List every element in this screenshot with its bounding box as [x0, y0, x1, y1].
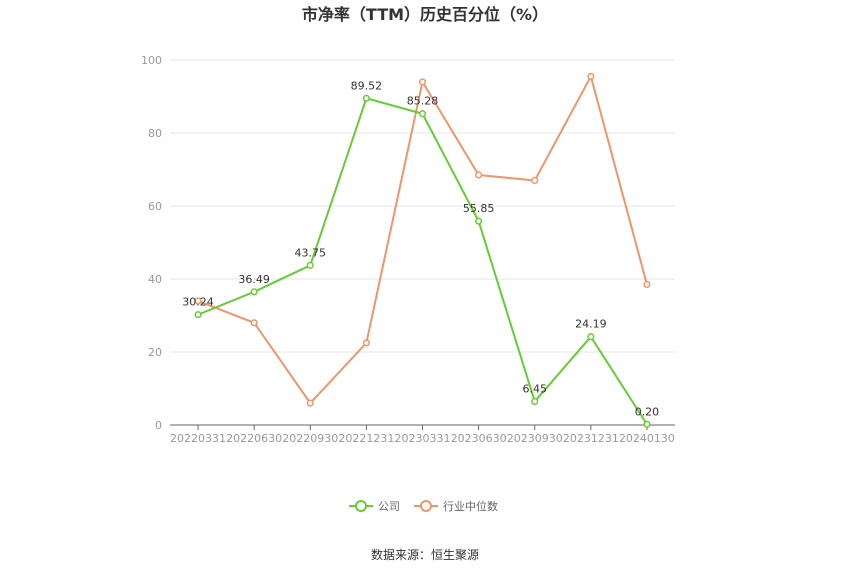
series-point-0[interactable] [587, 333, 595, 341]
y-tick-label: 0 [155, 419, 162, 432]
series-layer [194, 72, 651, 428]
data-label: 6.45 [522, 382, 547, 395]
x-tick-label: 20240130 [619, 432, 675, 445]
series-point-1[interactable] [531, 176, 539, 184]
x-tick-label: 20230630 [451, 432, 507, 445]
legend-label: 公司 [378, 500, 400, 513]
y-tick-label: 100 [141, 54, 162, 67]
grid [170, 59, 675, 353]
data-label: 55.85 [463, 202, 495, 215]
series-point-1[interactable] [306, 399, 314, 407]
data-label: 36.49 [238, 273, 270, 286]
x-tick-label: 20220930 [282, 432, 338, 445]
y-tick-label: 60 [148, 200, 162, 213]
legend-swatch-marker [355, 500, 367, 512]
y-tick-label: 80 [148, 127, 162, 140]
x-tick-label: 20220331 [170, 432, 226, 445]
series-point-1[interactable] [587, 72, 595, 80]
x-tick-label: 20220630 [226, 432, 282, 445]
series-line-1 [197, 75, 648, 405]
series-point-1[interactable] [362, 339, 370, 347]
legend-item-0[interactable]: 公司 [349, 500, 400, 513]
series-line-0 [197, 97, 648, 425]
x-tick-label: 20221231 [338, 432, 394, 445]
axes: 0 20 40 60 80 100 20220331 20220630 20220930 2022… [141, 54, 675, 445]
series-point-0[interactable] [531, 397, 539, 406]
series-point-1[interactable] [643, 280, 651, 289]
data-label: 24.19 [575, 318, 607, 331]
data-label: 30.24 [182, 296, 214, 309]
series-point-0[interactable] [306, 261, 314, 269]
data-label: 43.75 [295, 246, 327, 259]
series-point-0[interactable] [418, 110, 427, 118]
series-point-0[interactable] [475, 217, 483, 225]
x-tick-label: 20231231 [563, 432, 619, 445]
series-point-0[interactable] [362, 94, 370, 102]
legend[interactable]: 公司 行业中位数 [349, 499, 498, 513]
x-tick-label: 20230930 [507, 432, 563, 445]
series-point-0[interactable] [194, 311, 202, 319]
data-label: 89.52 [351, 79, 383, 92]
series-point-0[interactable] [250, 288, 258, 296]
data-label: 0.20 [635, 405, 660, 418]
data-label: 85.28 [407, 95, 439, 108]
legend-label: 行业中位数 [443, 499, 498, 513]
series-point-1[interactable] [194, 297, 202, 305]
legend-item-1[interactable]: 行业中位数 [414, 499, 498, 513]
chart-title: 市净率（TTM）历史百分位（%） [302, 5, 548, 24]
y-tick-label: 20 [148, 346, 162, 359]
series-point-1[interactable] [475, 171, 483, 179]
series-point-0[interactable] [643, 420, 651, 428]
data-labels: 30.24 36.49 43.75 89.52 85.28 55.85 6.45 24.19 0… [182, 79, 659, 418]
source-note: 数据来源：恒生聚源 [371, 547, 479, 562]
x-tick-label: 20230331 [395, 432, 451, 445]
legend-swatch-marker [420, 500, 432, 512]
series-point-1[interactable] [418, 78, 427, 86]
series-point-1[interactable] [250, 319, 258, 327]
y-tick-label: 40 [148, 273, 162, 286]
